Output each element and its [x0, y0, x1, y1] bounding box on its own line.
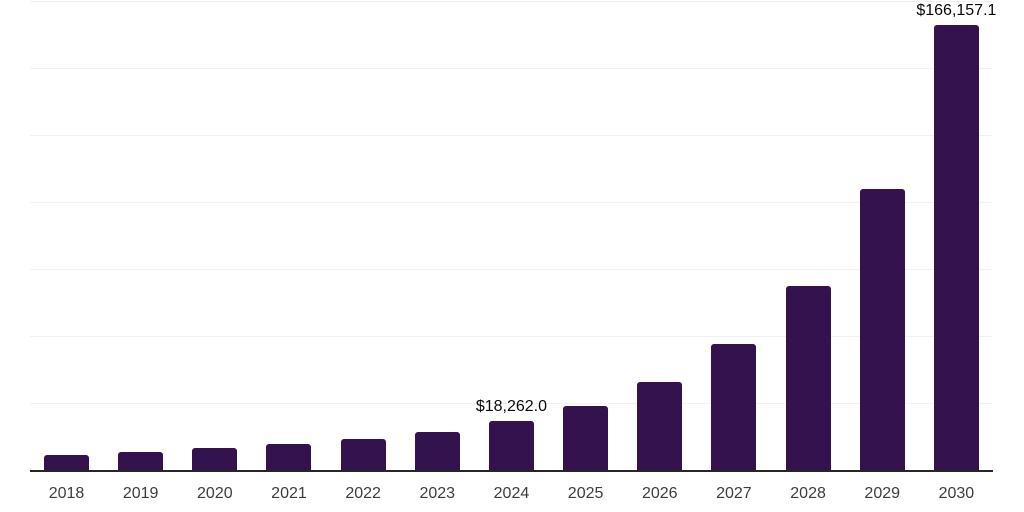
bar-2023 — [414, 431, 460, 470]
bar-2029 — [859, 189, 905, 470]
bar-column-2021: 2021 — [266, 1, 312, 502]
x-tick-2018: 2018 — [48, 485, 85, 502]
x-tick-2023: 2023 — [419, 485, 456, 502]
value-label-2030: $166,157.1 — [916, 2, 997, 20]
x-tick-2025: 2025 — [567, 485, 604, 502]
bar-column-2019: 2019 — [118, 1, 164, 502]
gridline — [30, 269, 993, 270]
x-tick-2026: 2026 — [641, 485, 678, 502]
x-tick-2019: 2019 — [122, 485, 159, 502]
bar-column-2025: 2025 — [563, 1, 609, 502]
value-label-2024: $18,262.0 — [475, 398, 548, 416]
plot-area: 2018 2019 2020 2021 2022 2023 $18,262.0 2024 202… — [30, 1, 996, 502]
bar-2020 — [192, 448, 238, 470]
gridline — [30, 135, 993, 136]
x-tick-2030: 2030 — [938, 485, 975, 502]
bar-column-2024: $18,262.0 2024 — [476, 1, 547, 501]
bar-column-2022: 2022 — [340, 1, 386, 502]
x-tick-2022: 2022 — [345, 485, 381, 502]
bar-columns: 2018 2019 2020 2021 2022 2023 $18,262.0 2024 202… — [30, 1, 996, 502]
gridline — [30, 403, 993, 404]
x-tick-2028: 2028 — [790, 485, 826, 502]
bar-column-2030: $166,157.1 2030 — [916, 1, 996, 501]
bar-2025 — [563, 406, 609, 470]
x-tick-2029: 2029 — [864, 485, 901, 502]
bar-2022 — [340, 439, 386, 470]
bar-column-2027: 2027 — [711, 1, 757, 502]
x-tick-2021: 2021 — [271, 485, 307, 502]
bar-column-2026: 2026 — [637, 1, 683, 502]
bar-2026 — [637, 381, 683, 470]
bar-column-2020: 2020 — [192, 1, 238, 502]
bar-column-2018: 2018 — [44, 1, 89, 502]
gridline — [30, 336, 993, 337]
x-tick-2027: 2027 — [716, 485, 752, 502]
x-tick-2024: 2024 — [493, 485, 530, 502]
x-tick-2020: 2020 — [197, 485, 233, 502]
bar-column-2023: 2023 — [414, 1, 460, 502]
bar-2027 — [711, 344, 757, 470]
gridline — [30, 68, 993, 69]
gridline — [30, 1, 993, 2]
bar-2030 — [933, 24, 979, 470]
bar-2018 — [44, 454, 89, 470]
gridline — [30, 202, 993, 203]
bar-2021 — [266, 444, 312, 470]
bar-2019 — [118, 451, 164, 470]
bar-2024 — [488, 421, 534, 470]
bar-2028 — [785, 285, 831, 470]
bar-column-2028: 2028 — [785, 1, 831, 502]
bar-column-2029: 2029 — [859, 1, 905, 502]
